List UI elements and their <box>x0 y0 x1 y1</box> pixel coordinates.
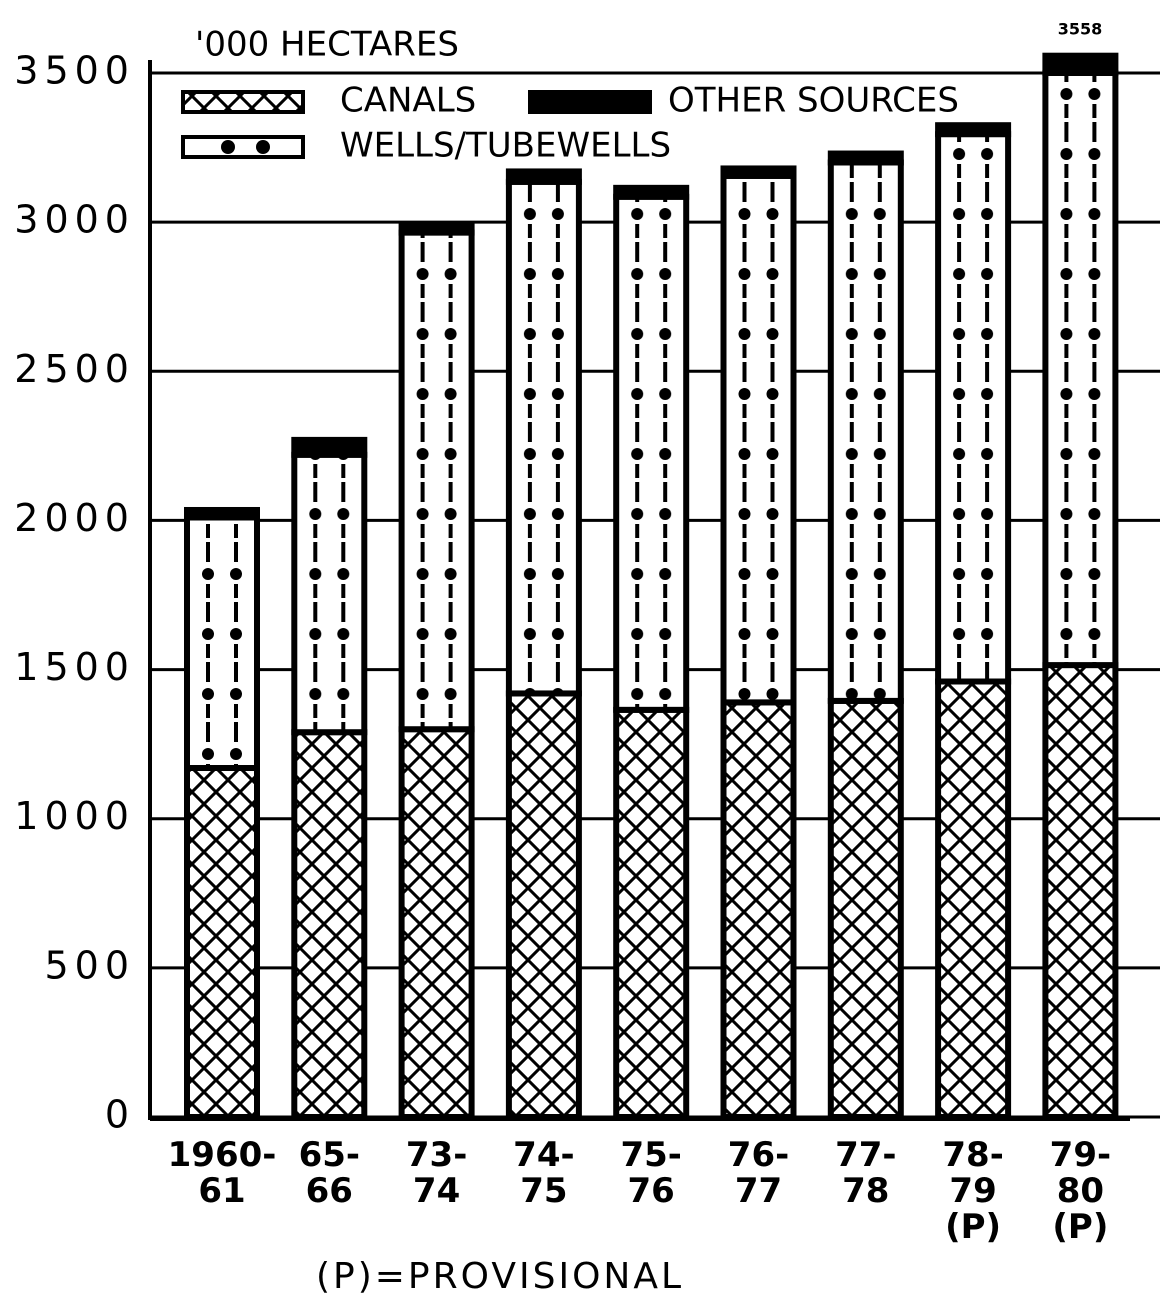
bar-segment <box>720 172 797 706</box>
y-tick-label: 3000 <box>14 198 135 242</box>
x-tick-label: 74- 75 <box>513 1135 575 1211</box>
bar-segment <box>935 678 1012 1120</box>
legend-swatch <box>528 90 652 114</box>
y-tick-label: 0 <box>105 1093 135 1137</box>
x-tick-label: 77- 78 <box>835 1135 897 1211</box>
bar-segment <box>505 168 582 185</box>
y-tick-label: 1000 <box>14 794 135 838</box>
bar-segment <box>935 131 1012 685</box>
bar-segment <box>613 706 690 1121</box>
x-tick-label: 79- 80 (P) <box>1049 1135 1112 1247</box>
x-tick-label: 73- 74 <box>405 1135 468 1211</box>
x-tick-label: 75- 76 <box>620 1135 682 1211</box>
bar-segment <box>398 726 475 1120</box>
legend-label: CANALS <box>340 81 476 121</box>
legend-label: OTHER SOURCES <box>668 81 959 121</box>
bar-segment <box>1042 662 1119 1121</box>
legend-dot <box>256 140 270 154</box>
x-tick-label: 78- 79 (P) <box>942 1135 1004 1247</box>
bar-segment <box>827 159 904 704</box>
legend-swatch <box>181 135 305 159</box>
bar-segment <box>505 178 582 697</box>
chart-title: '000 HECTARES <box>195 25 459 65</box>
x-tick-label: 1960- 61 <box>167 1135 277 1211</box>
bar-segment <box>291 729 368 1120</box>
bar-segment <box>1042 52 1119 76</box>
annotation: (P)=PROVISIONAL <box>316 1256 684 1297</box>
legend-dot <box>221 140 235 154</box>
bar-segment <box>291 436 368 458</box>
bar-segment <box>184 506 260 521</box>
legend-label: WELLS/TUBEWELLS <box>340 126 671 166</box>
bar-segment <box>613 184 690 200</box>
y-tick-label: 1500 <box>14 645 135 689</box>
y-tick-label: 500 <box>44 943 135 987</box>
bar-segment <box>184 765 260 1121</box>
bar-segment <box>1042 70 1119 669</box>
bar-segment <box>720 699 797 1121</box>
bar-segment <box>398 229 475 733</box>
x-tick-label: 76- 77 <box>727 1135 790 1211</box>
bar-segment <box>291 451 368 736</box>
bar-segment <box>613 193 690 713</box>
bar-segment <box>505 690 582 1120</box>
y-tick-label: 2000 <box>14 496 135 540</box>
legend-swatch <box>181 90 305 114</box>
bar-segment <box>827 150 904 166</box>
y-tick-label: 2500 <box>14 347 135 391</box>
bar-segment <box>184 514 260 772</box>
y-tick-label: 3500 <box>14 49 135 93</box>
bar-segment <box>935 122 1012 138</box>
x-tick-label: 65- 66 <box>298 1135 361 1211</box>
bar-segment <box>398 222 475 236</box>
bar-segment <box>720 165 797 179</box>
bar-segment <box>827 697 904 1120</box>
annotation: 3558 <box>1058 20 1103 39</box>
